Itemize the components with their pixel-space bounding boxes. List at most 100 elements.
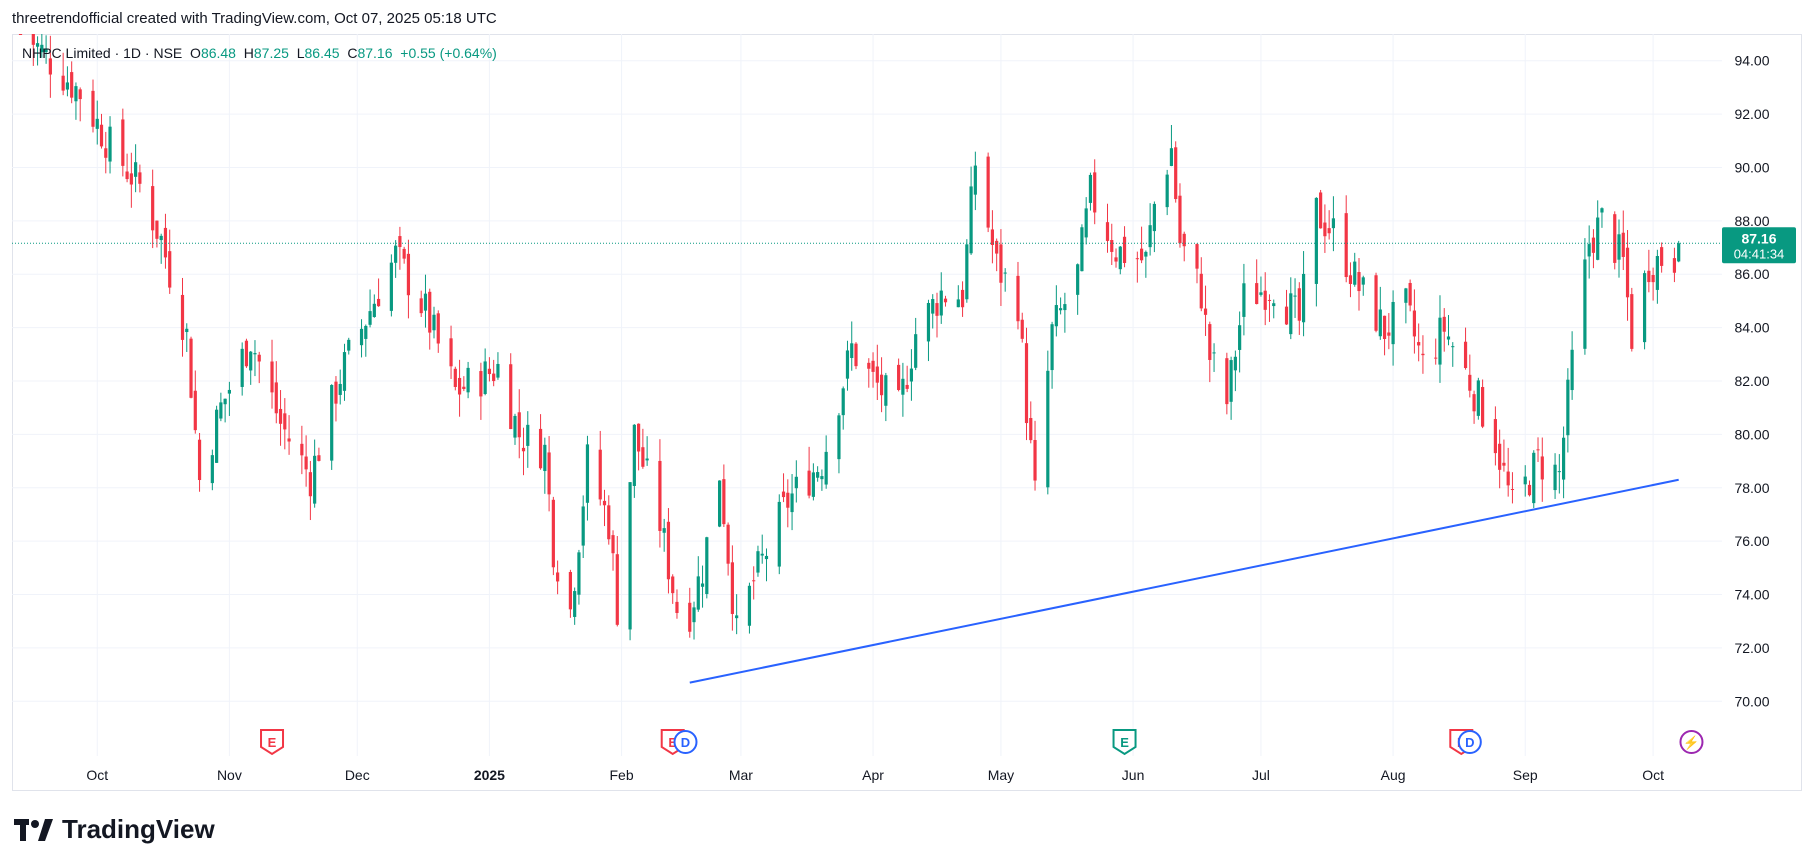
candle-up [543,444,547,472]
candle-down [607,505,611,540]
candle-up [1046,370,1050,488]
candle-down [867,362,871,369]
candle-up [347,339,351,351]
candle-down [449,338,453,367]
candle-up [1532,452,1536,504]
candle-up [1438,317,1442,365]
candle-up [632,424,636,486]
candle-down [300,443,304,456]
x-tick-label: Jun [1122,767,1145,783]
price-badge [1722,227,1796,264]
candle-down [436,313,440,344]
candle-up [134,162,138,177]
candle-up [1476,380,1480,416]
candle-down [1195,244,1199,269]
candle-down [666,521,671,580]
candle-down [457,377,462,395]
x-tick-label: Nov [217,767,242,783]
chart-frame[interactable] [12,34,1802,791]
symbol-title: NHPC Limited · 1D · NSE [22,45,183,61]
candle-up [394,245,398,263]
candle-up [1148,225,1152,248]
candle-down [897,364,901,390]
candle-up [1059,308,1063,311]
candle-up [735,615,739,619]
candle-up [1233,356,1237,371]
candle-up [159,235,163,241]
candle-down [278,408,283,424]
candle-down [487,368,492,375]
candle-up [513,415,517,438]
candle-down [287,438,291,442]
candle-down [999,244,1003,283]
candle-up [253,353,257,355]
candle-down [1357,272,1361,292]
candle-up [1677,243,1681,262]
candle-up [526,424,530,446]
candle-down [1647,270,1651,283]
dividend-marker-letter: D [1465,735,1474,750]
candle-up [581,506,585,546]
candle-down [1527,484,1532,496]
candlestick-chart[interactable]: 70.00 72.00 74.00 76.00 78.00 80.00 82.00 84.00… [0,0,1814,800]
candle-down [688,602,692,632]
candle-down [193,390,197,431]
candle-down [1348,275,1353,284]
candle-up [1642,273,1647,343]
candle-up [342,352,347,391]
candle-down [99,124,104,147]
y-tick-label: 70.00 [1734,693,1769,709]
earnings-marker-icon [1112,729,1137,756]
candle-up [696,576,700,610]
dividend-marker-icon [1457,730,1482,754]
split-marker-letter: ⚡ [1683,735,1699,751]
candle-down [419,298,423,314]
candle-up [760,553,764,556]
candle-down [637,423,641,452]
candle-down [1024,343,1029,424]
open-label: O [190,45,201,61]
candle-down [1651,275,1655,283]
candle-down [274,382,278,414]
change-value: +0.55 (+0.64%) [400,45,497,61]
candle-up [1331,218,1336,229]
candle-up [850,343,854,359]
candle-down [568,571,573,610]
candle-up [1314,197,1318,284]
candle-up [939,290,943,316]
y-tick-label: 84.00 [1734,320,1769,336]
tradingview-logo[interactable]: TradingView [14,814,215,845]
candle-up [35,43,40,47]
candle-up [1451,346,1455,348]
candle-up [359,328,364,346]
candle-down [1122,236,1127,264]
x-tick-label: Mar [729,767,753,783]
candle-down [1463,341,1468,369]
earnings-marker-letter: E [668,735,677,750]
candle-up [330,385,334,461]
candle-down [1323,222,1327,237]
candle-up [837,415,841,460]
trendline [689,478,1679,684]
candle-down [1225,358,1229,405]
candle-down [1660,247,1664,266]
candle-down [1374,275,1378,331]
candle-down [1540,456,1544,480]
candle-down [1139,248,1144,261]
candle-down [1297,288,1301,321]
candle-up [645,458,649,461]
x-tick-label: Feb [609,767,633,783]
candle-up [74,86,78,102]
candle-down [1093,172,1097,213]
split-marker-icon [1679,730,1704,754]
candle-up [756,551,760,573]
candle-up [1617,234,1621,260]
candle-down [1199,273,1203,309]
candle-down [1255,283,1259,305]
candle-up [1566,379,1570,436]
candle-down [1267,299,1272,301]
candle-up [1242,283,1246,317]
candle-down [492,373,496,382]
candle-down [462,386,466,390]
candle-up [1063,304,1067,311]
